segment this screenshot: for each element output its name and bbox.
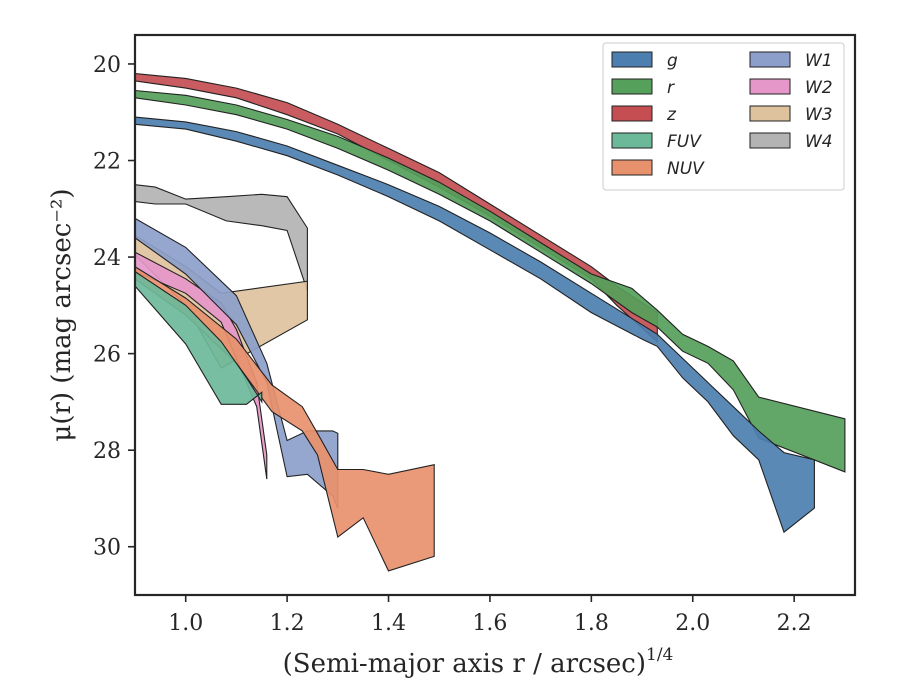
- y-tick-label: 24: [93, 246, 121, 271]
- legend-swatch-w2: [749, 78, 791, 95]
- y-tick-label: 26: [93, 343, 121, 368]
- y-tick-label: 22: [93, 150, 121, 175]
- legend-label-w3: W3: [805, 105, 833, 125]
- y-tick-label: 28: [93, 439, 121, 464]
- y-tick-label: 30: [93, 536, 121, 561]
- x-axis-label-superscript: 1/4: [646, 645, 673, 665]
- legend-swatch-nuv: [611, 159, 653, 176]
- x-tick-label: 1.4: [371, 611, 406, 636]
- legend-swatch-w1: [749, 51, 791, 68]
- legend-swatch-w3: [749, 105, 791, 122]
- x-tick-label: 1.8: [574, 611, 609, 636]
- y-axis: 20 22 24 26 28 30: [93, 53, 135, 561]
- legend-label-z: z: [666, 105, 677, 125]
- band-g: [135, 116, 815, 534]
- x-axis-label-text: (Semi-major axis r / arcsec): [283, 649, 646, 679]
- band-r: [135, 89, 846, 473]
- legend-label-w1: W1: [805, 51, 833, 71]
- y-axis-label: μ(r) (mag arcsec⁻²): [47, 188, 77, 441]
- legend-label-w4: W4: [805, 132, 833, 152]
- x-tick-label: 1.0: [168, 611, 203, 636]
- legend-label-fuv: FUV: [667, 132, 702, 152]
- legend: grz FUV NUV W1 W2 W3 W4: [602, 42, 845, 191]
- bands: [135, 73, 846, 572]
- legend-label-r: r: [667, 78, 675, 98]
- band-fuv: [135, 270, 263, 405]
- legend-label-nuv: NUV: [667, 159, 705, 179]
- legend-label-w2: W2: [805, 78, 833, 98]
- legend-swatch-r: [611, 78, 653, 95]
- legend-swatch-g: [611, 51, 653, 68]
- legend-swatch-w4: [749, 132, 791, 149]
- legend-swatch-z: [611, 105, 653, 122]
- x-tick-label: 1.6: [472, 611, 507, 636]
- legend-swatch-fuv: [611, 132, 653, 149]
- x-tick-label: 2.0: [675, 611, 710, 636]
- y-tick-label: 20: [93, 53, 121, 78]
- x-axis-label: (Semi-major axis r / arcsec)1/4: [283, 645, 674, 679]
- x-tick-label: 2.2: [777, 611, 812, 636]
- plot-frame: [133, 33, 857, 597]
- legend-label-g: g: [667, 51, 678, 71]
- x-axis: 1.0 1.2 1.4 1.6 1.8 2.0 2.2: [168, 595, 812, 636]
- x-tick-label: 1.2: [270, 611, 305, 636]
- band-nuv: [135, 266, 435, 572]
